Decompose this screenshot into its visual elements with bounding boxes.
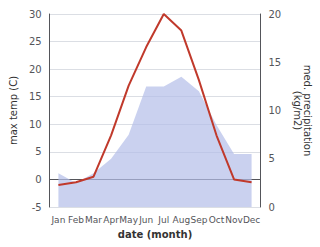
svg-text:Mar: Mar bbox=[85, 215, 102, 225]
svg-text:Jun: Jun bbox=[138, 215, 153, 225]
svg-text:Oct: Oct bbox=[209, 215, 225, 225]
svg-text:Jan: Jan bbox=[50, 215, 65, 225]
svg-text:20: 20 bbox=[268, 9, 281, 20]
svg-text:0: 0 bbox=[268, 202, 274, 213]
svg-text:Dec: Dec bbox=[243, 215, 260, 225]
svg-text:15: 15 bbox=[29, 91, 42, 102]
svg-text:Nov: Nov bbox=[225, 215, 243, 225]
svg-text:Apr: Apr bbox=[103, 215, 119, 225]
svg-text:30: 30 bbox=[29, 9, 42, 20]
svg-text:25: 25 bbox=[29, 36, 42, 47]
svg-text:Jul: Jul bbox=[157, 215, 169, 225]
svg-text:5: 5 bbox=[35, 146, 41, 157]
svg-text:May: May bbox=[119, 215, 138, 225]
svg-text:5: 5 bbox=[268, 153, 274, 164]
svg-text:10: 10 bbox=[268, 105, 281, 116]
svg-text:Feb: Feb bbox=[68, 215, 84, 225]
svg-text:20: 20 bbox=[29, 64, 42, 75]
svg-text:Aug: Aug bbox=[173, 215, 191, 225]
svg-text:-5: -5 bbox=[32, 202, 42, 213]
svg-text:date (month): date (month) bbox=[118, 229, 192, 240]
svg-text:(kg/m2): (kg/m2) bbox=[292, 91, 303, 131]
svg-text:0: 0 bbox=[35, 174, 41, 185]
svg-text:15: 15 bbox=[268, 57, 281, 68]
svg-text:max temp (C): max temp (C) bbox=[8, 76, 19, 145]
svg-text:Sep: Sep bbox=[190, 215, 207, 225]
svg-text:med. precipitation: med. precipitation bbox=[301, 64, 313, 157]
svg-text:10: 10 bbox=[29, 119, 42, 130]
